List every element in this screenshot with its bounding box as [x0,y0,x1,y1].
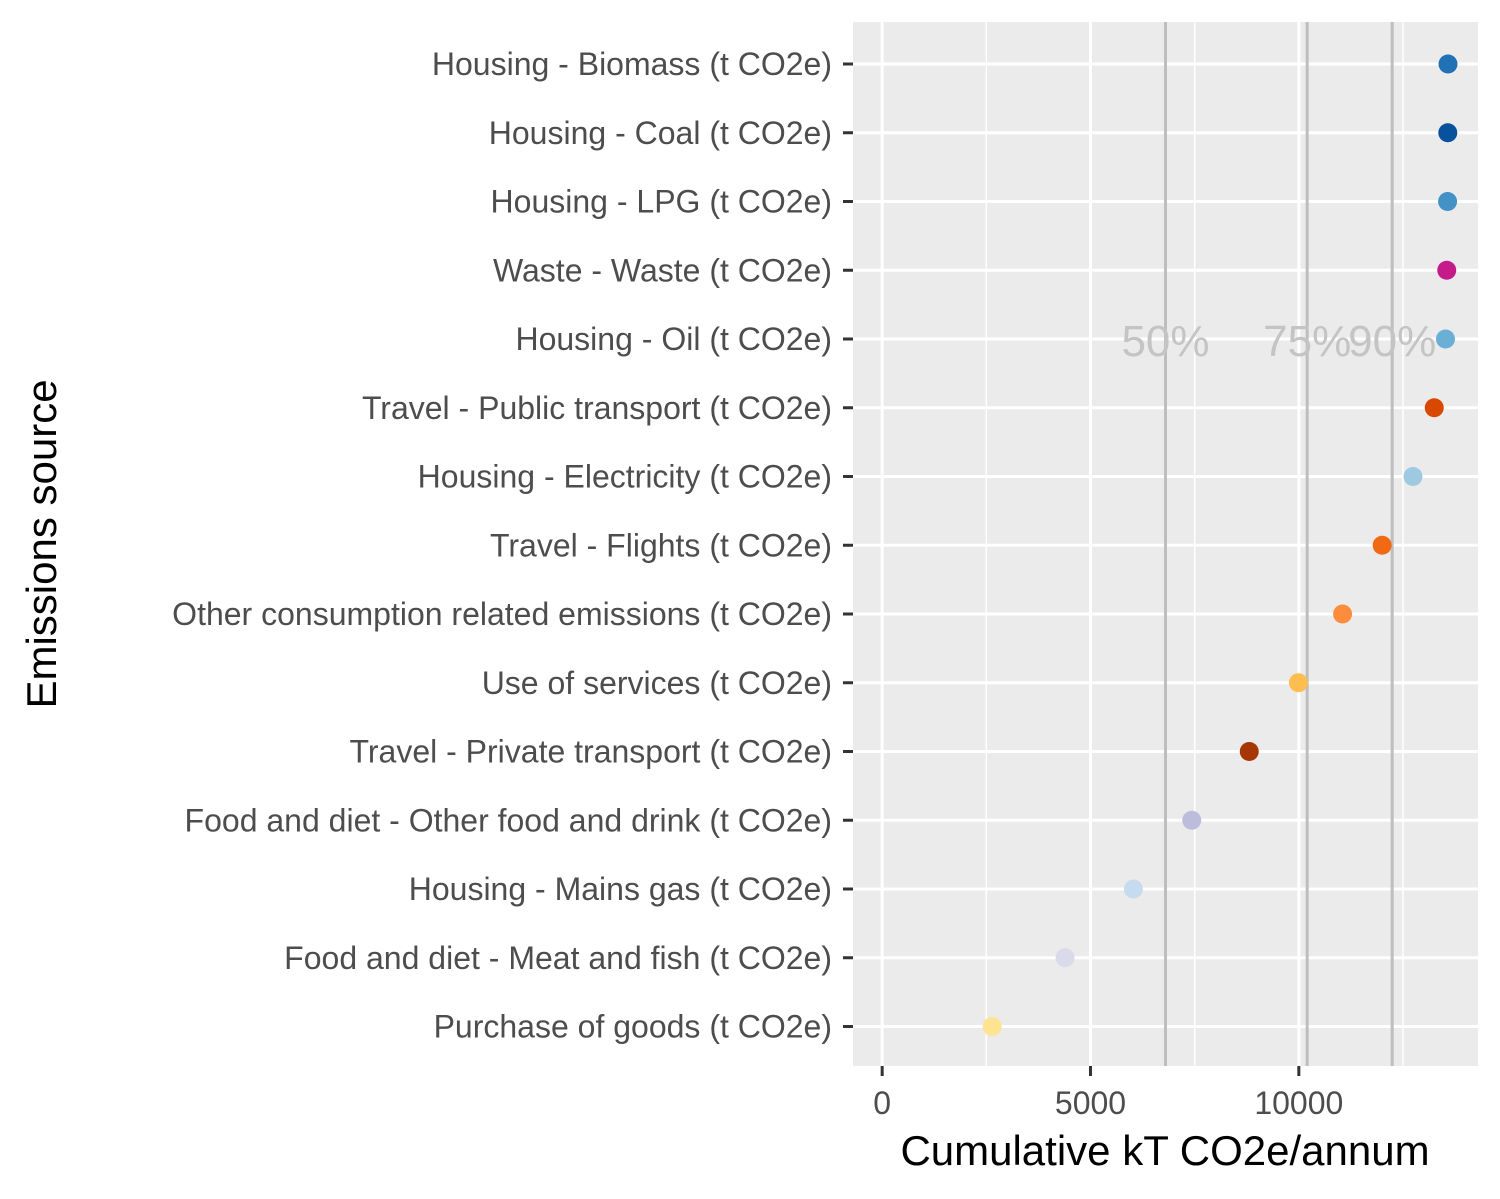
data-point [982,1017,1002,1036]
data-points [982,54,1458,1036]
y-axis-title: Emissions source [18,379,65,708]
data-point [1055,948,1075,968]
x-tick-label: 5000 [1055,1085,1126,1121]
reference-label-50pct: 50% [1121,317,1209,366]
data-point [1182,810,1202,830]
data-point [1372,535,1392,555]
reference-label-90pct: 90% [1348,317,1436,366]
y-tick-label: Purchase of goods (t CO2e) [434,1009,832,1045]
x-tick-label: 10000 [1254,1085,1343,1121]
data-point [1438,54,1458,74]
y-tick-label: Housing - Mains gas (t CO2e) [409,871,832,907]
y-tick-label: Housing - Biomass (t CO2e) [432,46,832,82]
reference-label-75pct: 75% [1263,317,1351,366]
data-point [1438,192,1458,211]
y-tick-label: Housing - Coal (t CO2e) [489,115,832,151]
y-tick-label: Food and diet - Meat and fish (t CO2e) [284,940,832,976]
y-tick-label: Housing - Electricity (t CO2e) [418,459,832,495]
data-point [1403,467,1423,486]
y-tick-label: Other consumption related emissions (t C… [172,596,832,632]
y-tick-label: Housing - LPG (t CO2e) [491,184,832,220]
x-axis-title: Cumulative kT CO2e/annum [900,1127,1429,1174]
reference-lines: 50% 75%90% [1121,22,1436,1066]
data-point [1424,398,1444,418]
data-point [1288,673,1308,693]
data-point [1438,123,1458,143]
data-point [1436,329,1455,349]
y-tick-label: Housing - Oil (t CO2e) [515,321,832,357]
y-tick-label: Waste - Waste (t CO2e) [493,252,832,288]
data-point [1437,260,1457,280]
y-tick-label: Travel - Flights (t CO2e) [490,527,832,563]
data-point [1123,879,1143,899]
y-axis: Housing - Biomass (t CO2e) Housing - Coal… [172,46,853,1045]
x-tick-label: 0 [873,1085,891,1121]
data-point [1333,604,1353,624]
y-tick-label: Food and diet - Other food and drink (t … [185,802,832,838]
data-point [1239,742,1259,761]
y-tick-label: Travel - Public transport (t CO2e) [362,390,832,426]
y-tick-label: Travel - Private transport (t CO2e) [350,734,833,770]
y-tick-label: Use of services (t CO2e) [482,665,832,701]
x-axis: 0 5000 10000 [873,1066,1343,1121]
